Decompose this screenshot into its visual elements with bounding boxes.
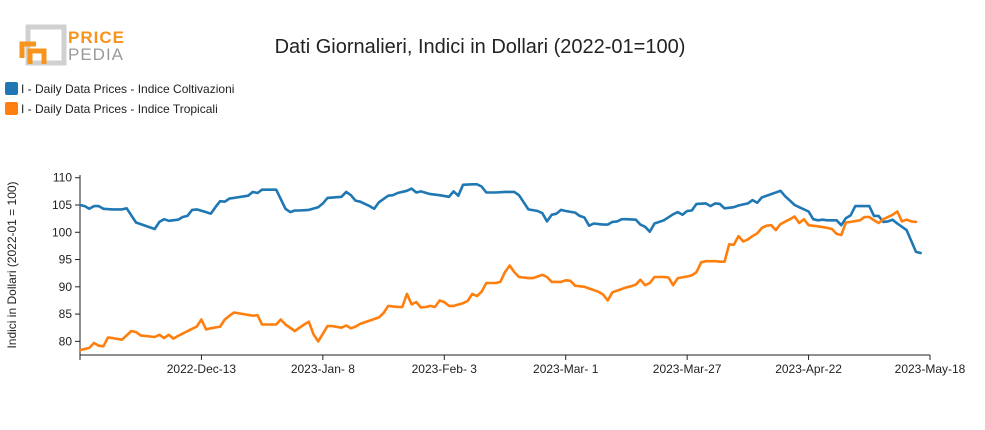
y-tick-label: 105 bbox=[52, 198, 72, 212]
logo-word-price: PRICE bbox=[68, 28, 125, 47]
legend-swatch-tropicali bbox=[5, 102, 18, 115]
legend-item-coltivazioni[interactable]: I - Daily Data Prices - Indice Coltivazi… bbox=[5, 82, 234, 96]
legend[interactable]: I - Daily Data Prices - Indice Coltivazi… bbox=[5, 82, 234, 116]
legend-label-coltivazioni: I - Daily Data Prices - Indice Coltivazi… bbox=[21, 82, 234, 96]
y-tick-label: 110 bbox=[53, 171, 72, 185]
y-tick-label: 100 bbox=[52, 225, 72, 239]
x-tick-label: 2023-Feb- 3 bbox=[412, 362, 478, 376]
x-tick-label: 2023-Jan- 8 bbox=[291, 362, 355, 376]
pricepedia-logo: PRICE PEDIA bbox=[19, 24, 125, 66]
y-tick-label: 90 bbox=[59, 280, 73, 294]
legend-label-tropicali: I - Daily Data Prices - Indice Tropicali bbox=[21, 102, 218, 116]
x-tick-label: 2023-Mar- 1 bbox=[533, 362, 599, 376]
series-line-coltivazioni[interactable] bbox=[78, 183, 923, 255]
y-tick-label: 95 bbox=[59, 253, 73, 267]
x-tick-label: 2022-Dec-13 bbox=[167, 362, 237, 376]
x-tick-label: 2023-Apr-22 bbox=[775, 362, 842, 376]
logo-mark-icon bbox=[19, 24, 67, 66]
x-tick-label: 2023-Mar-27 bbox=[653, 362, 722, 376]
axes: 80 85 90 95 100 105 110 2022-Dec-13 2023-Jan- 8 2… bbox=[52, 171, 966, 376]
series-line-tropicali[interactable] bbox=[78, 210, 918, 352]
logo-word-pedia: PEDIA bbox=[68, 45, 124, 64]
y-tick-label: 85 bbox=[59, 307, 73, 321]
chart-title: Dati Giornalieri, Indici in Dollari (202… bbox=[275, 36, 686, 58]
legend-item-tropicali[interactable]: I - Daily Data Prices - Indice Tropicali bbox=[5, 102, 218, 116]
series-lines bbox=[78, 183, 923, 352]
y-axis-label: Indici in Dollari (2022-01 = 100) bbox=[5, 181, 19, 348]
legend-swatch-coltivazioni bbox=[5, 82, 18, 95]
y-tick-label: 80 bbox=[59, 334, 73, 348]
x-tick-label: 2023-May-18 bbox=[895, 362, 966, 376]
